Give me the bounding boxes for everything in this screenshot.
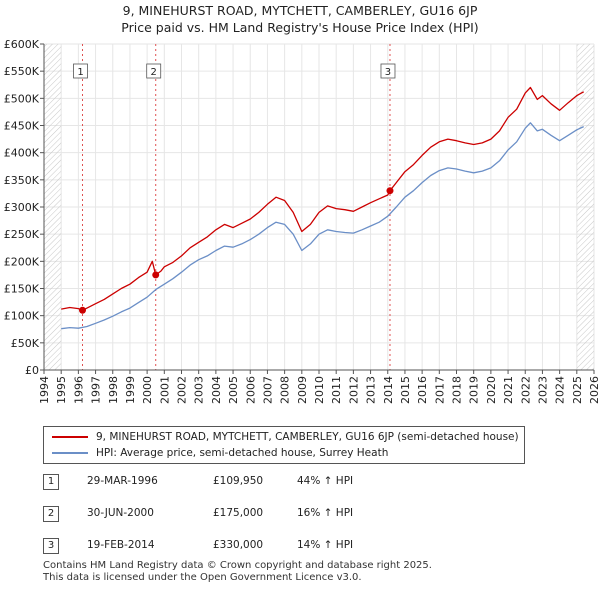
y-tick-label: £350K [4, 174, 40, 187]
sale-price: £109,950 [213, 475, 264, 487]
sale-price: £330,000 [213, 539, 264, 551]
legend: 9, MINEHURST ROAD, MYTCHETT, CAMBERLEY, … [43, 426, 525, 464]
y-tick-label: £500K [4, 92, 40, 105]
sale-point [386, 187, 394, 195]
y-tick-label: £150K [4, 283, 40, 296]
sale-label-number: 3 [385, 67, 391, 78]
sale-row: 1 29-MAR-1996 £109,950 44% ↑ HPI [43, 474, 403, 492]
y-tick-label: £0 [25, 364, 39, 377]
x-tick-label: 2005 [227, 376, 240, 404]
sale-markers: 1 2 3 [73, 63, 396, 314]
sale-date: 19-FEB-2014 [87, 539, 155, 551]
sale-label-box [380, 63, 396, 79]
legend-item-hpi: HPI: Average price, semi-detached house,… [52, 445, 388, 461]
y-tick-label: £450K [4, 120, 40, 133]
y-tick-label: £250K [4, 228, 40, 241]
legend-swatch-hpi [52, 452, 88, 454]
x-tick-label: 1995 [55, 376, 68, 404]
x-tick-label: 2023 [536, 376, 549, 404]
attribution-line-2: This data is licensed under the Open Gov… [43, 572, 362, 583]
y-tick-label: £550K [4, 65, 40, 78]
sale-label-number: 1 [77, 67, 83, 78]
series-layer [61, 86, 585, 330]
chart-title-block: 9, MINEHURST ROAD, MYTCHETT, CAMBERLEY, … [0, 2, 600, 36]
series-line-hpi [61, 122, 584, 330]
chart-title: 9, MINEHURST ROAD, MYTCHETT, CAMBERLEY, … [122, 3, 478, 18]
x-tick-label: 2024 [554, 376, 567, 404]
grid-layer [43, 43, 595, 371]
sale-point [79, 306, 86, 314]
x-tick-label: 2006 [244, 376, 257, 404]
y-tick-label: £50K [11, 337, 40, 350]
x-tick-label: 2019 [468, 376, 481, 404]
y-tick-label: £600K [4, 38, 40, 51]
sale-label-box [73, 63, 88, 79]
hatch-region-left [44, 44, 62, 370]
sale-price: £175,000 [213, 507, 264, 519]
x-tick-label: 1998 [107, 376, 120, 404]
series-line-property [61, 86, 585, 311]
y-tick-label: £400K [4, 147, 40, 160]
sale-number-badge: 2 [43, 506, 59, 522]
sale-hpi-diff: 16% ↑ HPI [297, 507, 354, 519]
sale-label-number: 2 [151, 67, 157, 78]
x-tick-label: 1996 [72, 376, 85, 404]
attribution-footer: Contains HM Land Registry data © Crown c… [43, 560, 432, 584]
sale-date: 30-JUN-2000 [87, 507, 154, 519]
sale-number-badge: 3 [43, 538, 59, 554]
sale-number-badge: 1 [43, 474, 59, 490]
y-tick-label: £300K [4, 201, 40, 214]
sale-point [152, 271, 160, 279]
x-tick-label: 2022 [519, 376, 532, 404]
x-tick-label: 1997 [90, 376, 103, 404]
x-tick-label: 2011 [330, 376, 343, 404]
x-tick-label: 2021 [502, 376, 515, 404]
x-tick-label: 1994 [38, 376, 51, 404]
price-chart: 1 2 3 £0 £50K £100K £150K £200K £250K £300K £350K… [4, 38, 600, 404]
chart-subtitle: Price paid vs. HM Land Registry's House … [121, 20, 479, 35]
x-tick-label: 2007 [261, 376, 274, 404]
x-tick-label: 2013 [365, 376, 378, 404]
x-tick-label: 2004 [210, 376, 223, 404]
y-tick-label: £200K [4, 255, 40, 268]
x-tick-label: 1999 [124, 376, 137, 404]
x-tick-label: 2025 [571, 376, 584, 404]
x-tick-label: 2001 [158, 376, 171, 404]
x-tick-label: 2012 [347, 376, 360, 404]
legend-swatch-property [52, 436, 88, 438]
x-tick-label: 2014 [382, 376, 395, 404]
sale-hpi-diff: 44% ↑ HPI [297, 475, 354, 487]
sale-hpi-diff: 14% ↑ HPI [297, 539, 354, 551]
y-tick-label: £100K [4, 310, 40, 323]
attribution-line-1: Contains HM Land Registry data © Crown c… [43, 560, 432, 571]
x-tick-label: 2016 [416, 376, 429, 404]
x-tick-label: 2003 [193, 376, 206, 404]
x-tick-label: 2002 [176, 376, 189, 404]
x-tick-label: 2000 [141, 376, 154, 404]
sale-label-box [146, 63, 162, 79]
x-tick-label: 2020 [485, 376, 498, 404]
x-tick-label: 2026 [588, 376, 600, 404]
legend-item-property: 9, MINEHURST ROAD, MYTCHETT, CAMBERLEY, … [52, 429, 519, 445]
x-tick-label: 2017 [433, 376, 446, 404]
x-tick-label: 2015 [399, 376, 412, 404]
x-tick-label: 2010 [313, 376, 326, 404]
sale-row: 2 30-JUN-2000 £175,000 16% ↑ HPI [43, 506, 403, 524]
sale-date: 29-MAR-1996 [87, 475, 158, 487]
hatched-regions [44, 44, 594, 370]
x-tick-label: 2018 [451, 376, 464, 404]
hatch-region-right [576, 44, 594, 370]
legend-label-hpi: HPI: Average price, semi-detached house,… [96, 447, 389, 459]
x-tick-label: 2008 [279, 376, 292, 404]
x-tick-label: 2009 [296, 376, 309, 404]
legend-label-property: 9, MINEHURST ROAD, MYTCHETT, CAMBERLEY, … [96, 431, 519, 443]
sale-row: 3 19-FEB-2014 £330,000 14% ↑ HPI [43, 538, 403, 556]
axis-layer: £0 £50K £100K £150K £200K £250K £300K £350K £400… [4, 38, 600, 404]
